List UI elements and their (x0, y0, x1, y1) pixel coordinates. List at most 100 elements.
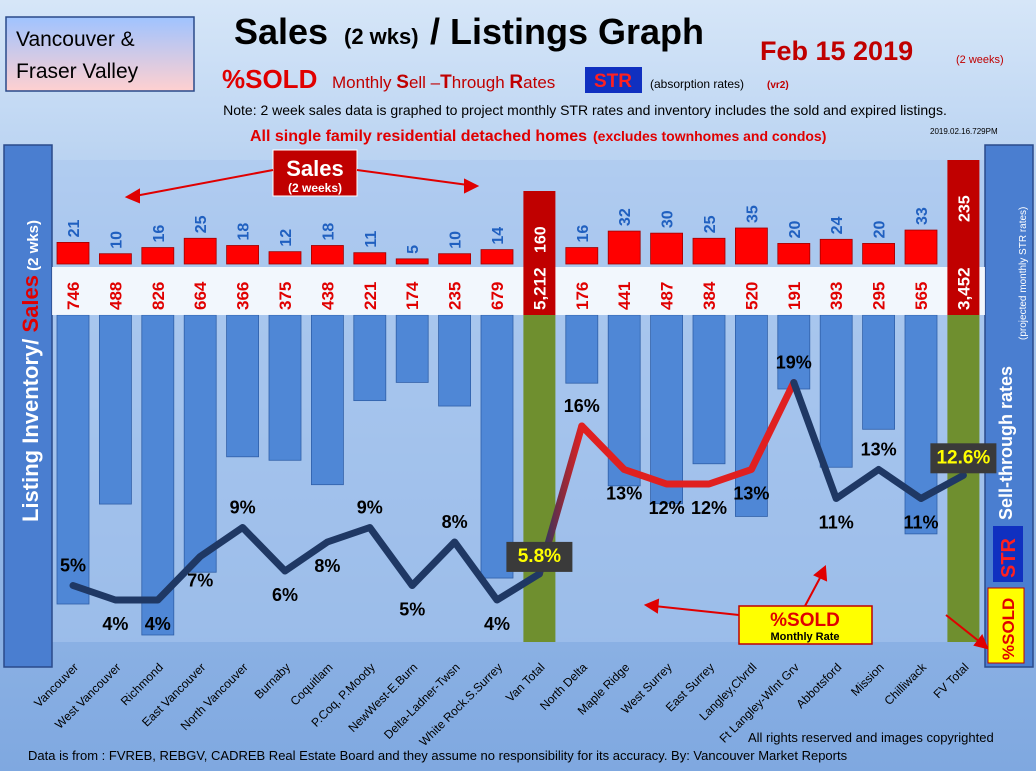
sales-label: 25 (193, 215, 210, 233)
category-label: White Rock.S.Surrey (416, 660, 505, 749)
listing-label: 520 (742, 282, 761, 310)
sales-bar (777, 243, 811, 265)
sales-bar (692, 237, 726, 265)
category-label: Delta-Ladner-Twsn (381, 660, 463, 742)
sold-label: 5% (399, 600, 425, 620)
listing-bar (565, 314, 599, 384)
sales-bar (862, 243, 895, 265)
right-sold-badge (987, 587, 1025, 664)
right-str-badge-text: STR (998, 537, 1020, 578)
listing-label: 487 (658, 282, 677, 310)
right-sold-badge-text: %SOLD (999, 598, 1018, 660)
listing-label: 221 (361, 282, 380, 310)
sales-bar (607, 230, 641, 265)
sales-callout-box (272, 149, 358, 197)
report-date-note: (2 weeks) (956, 54, 1004, 66)
report-date: Feb 15 2019 (760, 36, 913, 66)
sales-bar (947, 160, 980, 267)
listing-bar (310, 314, 344, 486)
sales-label: 18 (320, 223, 337, 241)
sold-label: 4% (102, 614, 128, 634)
sales-bar (904, 229, 938, 265)
sales-bar (183, 237, 217, 265)
right-axis-title: Sell-through rates (996, 366, 1016, 520)
listing-label: 488 (106, 282, 125, 310)
listing-bar (395, 314, 429, 383)
sales-label: 18 (236, 223, 253, 241)
sold-label: 19% (776, 353, 812, 373)
sold-label: 8% (314, 556, 340, 576)
sales-label: 11 (363, 231, 380, 248)
sold-label: 9% (357, 498, 383, 518)
sales-bar (99, 253, 132, 265)
listing-bar (353, 314, 387, 402)
subtitle-sold: %SOLD (222, 64, 317, 94)
sales-bar (819, 238, 853, 265)
sales-bar (650, 232, 683, 265)
sold-label: 8% (442, 512, 468, 532)
sales-label: 160 (532, 226, 549, 253)
sales-label: 235 (956, 195, 973, 222)
title-rest: / Listings Graph (430, 11, 704, 52)
sales-bar (523, 191, 556, 267)
sales-label: 24 (829, 216, 846, 234)
footer-source: Data is from : FVREB, REBGV, CADREB Real… (28, 748, 848, 763)
listing-bar (523, 315, 556, 642)
listing-bar (183, 314, 217, 573)
sold-label: 4% (484, 614, 510, 634)
sales-callout-arrows (124, 169, 480, 204)
listing-label: 174 (403, 281, 422, 310)
listing-label: 5,212 (530, 267, 549, 310)
sales-bar (353, 252, 387, 265)
listing-bar (819, 314, 853, 468)
sold-callout-main: %SOLD (770, 610, 840, 631)
footer-rights: All rights reserved and images copyright… (748, 730, 994, 745)
left-axis-bar (3, 144, 53, 668)
sold-label: 13% (861, 440, 897, 460)
sold-total-bg (506, 541, 573, 572)
sales-bar (56, 241, 90, 265)
sales-bar (310, 245, 344, 265)
sold-label: 5.8% (518, 546, 561, 567)
listing-label: 235 (446, 282, 465, 310)
sales-label: 21 (66, 220, 83, 238)
value-labels: 746 21 488 10 826 16 664 25 366 18 375 12 438 18 221 11… (60, 195, 997, 634)
listing-bar (99, 314, 132, 505)
listing-bar (692, 314, 726, 465)
sold-label: 6% (272, 585, 298, 605)
title-paren: (2 wks) (344, 24, 419, 49)
sales-bar (565, 247, 599, 265)
category-label: Chilliwack (882, 660, 930, 708)
sales-bar (226, 245, 260, 265)
str-badge (585, 67, 642, 93)
sales-bar (438, 253, 472, 265)
listing-bar (777, 314, 811, 390)
left-axis-title: Listing Inventory/ Sales (2 wks) (18, 220, 43, 522)
note-text: Note: 2 week sales data is graphed to pr… (223, 102, 947, 118)
sales-bar (735, 227, 768, 265)
region-box (5, 16, 195, 92)
listing-bar (226, 314, 260, 458)
sold-label: 13% (733, 484, 769, 504)
sales-label: 32 (617, 208, 634, 226)
region-line2: Fraser Valley (16, 60, 139, 83)
sales-label: 16 (151, 225, 168, 243)
listing-label: 366 (234, 282, 253, 310)
sales-bar (480, 249, 514, 265)
sold-label: 12% (691, 498, 727, 518)
category-label: Burnaby (252, 660, 294, 702)
listing-label: 191 (785, 282, 804, 310)
subtitle-monthly: Monthly Sell –Through Rates (332, 72, 555, 93)
right-axis-subtitle: (projected monthly STR rates) (1018, 207, 1029, 340)
sold-callout-box (738, 605, 873, 645)
sold-label: 11% (903, 513, 938, 533)
sold-callout-sub: Monthly Rate (770, 631, 839, 643)
sold-label: 4% (145, 614, 171, 634)
str-badge-text: STR (594, 71, 632, 92)
listing-label: 826 (149, 282, 168, 310)
listing-bar (650, 314, 683, 505)
str-line-segment (790, 379, 967, 502)
listing-label: 746 (64, 282, 83, 310)
listing-label-band (52, 267, 985, 315)
